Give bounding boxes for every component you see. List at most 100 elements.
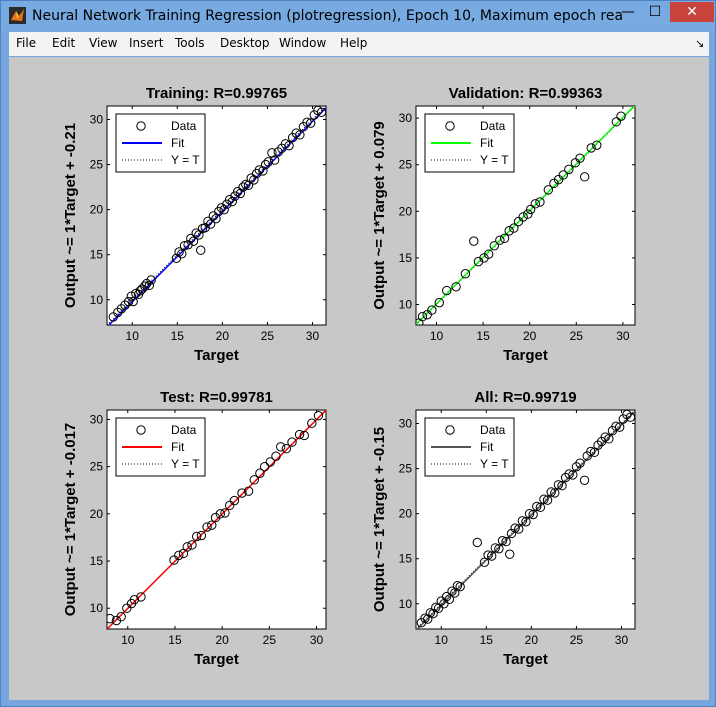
chart-title: Test: R=0.99781 [160, 389, 273, 406]
data-point [219, 204, 229, 215]
menu-help[interactable]: Help [340, 36, 368, 50]
data-point [273, 147, 283, 157]
legend-data-marker [445, 425, 455, 435]
chart-4: All: R=0.99719 Target Output ~= 1*Target +… [371, 389, 636, 668]
y-axis-label: Output ~= 1*Target + -0.15 [371, 427, 388, 612]
data-point [571, 462, 582, 472]
data-point [235, 188, 246, 199]
data-point [483, 249, 494, 259]
data-point [504, 226, 514, 236]
data-point [575, 153, 585, 163]
x-tick-label: 10 [435, 633, 449, 647]
data-point [271, 451, 281, 461]
data-point [307, 418, 317, 428]
legend-data-marker [136, 425, 146, 435]
data-point [444, 594, 455, 604]
data-point [238, 182, 248, 192]
data-point [611, 117, 622, 127]
data-point [532, 501, 542, 512]
menu-tools[interactable]: Tools [175, 36, 205, 50]
regression-plots: Training: R=0.99765 Target Output ~= 1*Tar… [62, 85, 636, 668]
data-point [187, 540, 197, 550]
chart-title: Training: R=0.99765 [146, 85, 287, 102]
data-point [269, 155, 280, 165]
y-tick-label: 25 [90, 460, 104, 474]
matlab-icon [9, 7, 26, 24]
data-point [203, 216, 213, 227]
data-point [182, 542, 192, 552]
data-point [188, 236, 199, 246]
data-point [237, 488, 247, 498]
data-point [260, 159, 271, 170]
data-point [122, 603, 132, 613]
data-point [514, 524, 524, 534]
data-point [174, 550, 184, 561]
close-button[interactable]: ✕ [670, 2, 714, 22]
data-point [196, 245, 206, 255]
data-point [625, 412, 635, 422]
data-point [275, 442, 286, 452]
x-tick-label: 30 [616, 329, 630, 343]
legend: Data Fit Y = T [424, 113, 515, 173]
x-tick-label: 25 [570, 329, 584, 343]
y-tick-label: 10 [90, 293, 104, 307]
data-point [509, 223, 519, 233]
x-tick-label: 25 [263, 633, 277, 647]
y-tick-label: 20 [90, 203, 104, 217]
data-point [417, 311, 428, 322]
data-point [535, 502, 546, 513]
data-point [427, 305, 437, 315]
data-point [528, 509, 538, 520]
y-tick-label: 25 [399, 462, 413, 476]
data-point [116, 304, 127, 314]
y-axis-label: Output ~= 1*Target + -0.017 [62, 423, 79, 617]
data-point [523, 209, 533, 219]
data-point [539, 494, 549, 504]
data-point [542, 495, 553, 505]
menu-file[interactable]: File [16, 36, 37, 50]
data-point [499, 233, 510, 244]
y-tick-label: 25 [399, 158, 413, 172]
menu-bar: File Edit View Insert Tools Desktop Wind… [9, 32, 709, 56]
data-point [205, 219, 216, 229]
data-point [227, 196, 237, 207]
menu-insert[interactable]: Insert [129, 36, 164, 50]
legend-identity-label: Y = T [480, 457, 509, 471]
data-point [215, 509, 225, 519]
maximize-button[interactable]: ☐ [648, 4, 662, 20]
menu-view[interactable]: View [89, 36, 118, 50]
data-point [557, 481, 567, 491]
plot-content [107, 106, 326, 325]
dock-arrow-icon[interactable]: ↘ [695, 37, 705, 50]
chart-2: Validation: R=0.99363 Target Output ~= 1*T… [371, 85, 636, 364]
data-point [265, 457, 276, 467]
legend-data-label: Data [480, 423, 506, 437]
plot-content [416, 410, 635, 629]
data-point [259, 461, 270, 472]
x-tick-label: 20 [525, 633, 539, 647]
data-point [490, 543, 501, 553]
x-axis-label: Target [503, 651, 548, 668]
data-point [263, 157, 274, 167]
data-point [505, 549, 515, 559]
data-point [586, 143, 596, 153]
minimize-button[interactable]: — [621, 4, 635, 20]
data-point [313, 410, 324, 421]
x-tick-label: 10 [121, 633, 135, 647]
data-point [169, 555, 179, 565]
legend-identity-label: Y = T [171, 457, 200, 471]
data-point [469, 236, 479, 246]
menu-edit[interactable]: Edit [52, 36, 76, 50]
data-point [116, 612, 126, 622]
data-point [611, 421, 621, 431]
data-point [575, 458, 585, 468]
y-tick-label: 30 [90, 412, 104, 426]
menu-window[interactable]: Window [279, 36, 327, 50]
data-point [294, 429, 305, 440]
data-point [186, 233, 196, 244]
data-point [616, 111, 626, 121]
title-bar[interactable]: Neural Network Training Regression (plot… [1, 1, 715, 31]
data-point [174, 247, 184, 257]
menu-desktop[interactable]: Desktop [220, 36, 270, 50]
chart-title: All: R=0.99719 [474, 389, 576, 406]
